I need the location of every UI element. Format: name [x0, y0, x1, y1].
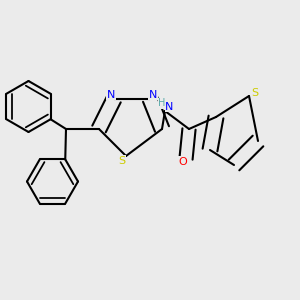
Text: S: S	[251, 88, 259, 98]
Text: N: N	[149, 89, 157, 100]
Text: N: N	[107, 89, 115, 100]
Text: S: S	[118, 155, 125, 166]
Text: O: O	[178, 157, 188, 167]
Text: H: H	[158, 98, 166, 109]
Text: N: N	[165, 101, 174, 112]
